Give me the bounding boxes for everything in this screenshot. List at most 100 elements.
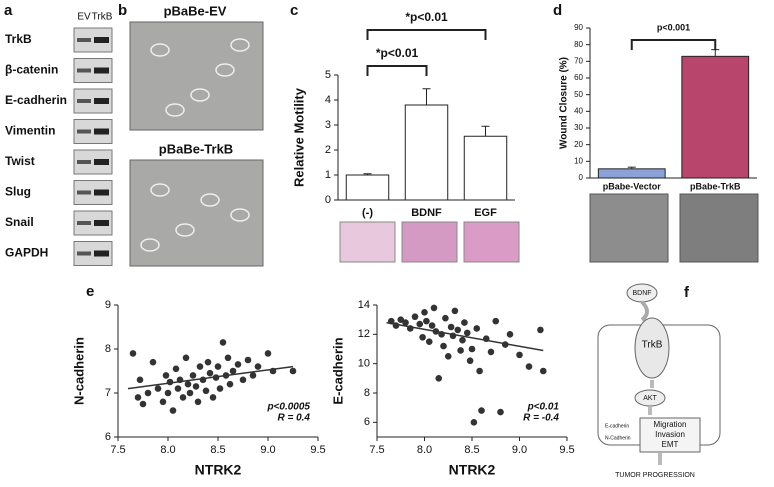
point <box>419 333 426 341</box>
point <box>139 400 147 408</box>
protein-label: Twist <box>5 154 35 168</box>
protein-label: Slug <box>5 185 31 199</box>
annotation: R = -0.4 <box>523 413 559 424</box>
point <box>468 345 476 353</box>
x-tick-label: 9.5 <box>310 444 325 456</box>
diagram-label: E-cadherin <box>605 423 629 429</box>
panel-label: b <box>118 2 127 19</box>
blot-band <box>94 37 109 43</box>
diagram <box>597 283 721 465</box>
point <box>487 348 495 356</box>
y-tick-label: 5 <box>325 69 331 81</box>
point <box>192 383 200 390</box>
x-tick-label: pBabe-TrkB <box>690 181 741 191</box>
blot-band <box>94 189 109 196</box>
y-tick-label: 3 <box>325 119 331 131</box>
micrograph-title: pBaBe-EV <box>164 3 227 18</box>
point <box>421 309 428 316</box>
panel-label: f <box>684 284 690 301</box>
point <box>209 394 217 401</box>
point <box>451 307 459 315</box>
point <box>239 376 247 384</box>
y-tick-label: 20 <box>574 140 583 149</box>
x-tick-label: 7.5 <box>110 444 125 456</box>
point <box>435 375 443 382</box>
point <box>539 367 547 375</box>
point <box>164 389 172 397</box>
panel-label: d <box>553 2 562 19</box>
point <box>478 407 485 414</box>
micrograph <box>129 21 264 131</box>
protein-label: Vimentin <box>5 124 55 138</box>
bar <box>597 168 666 179</box>
point <box>397 316 405 323</box>
point <box>506 331 514 338</box>
protein-label: β-catenin <box>5 63 58 77</box>
point <box>264 350 272 357</box>
y-tick-label: 10 <box>358 358 370 370</box>
x-tick-label: 8.0 <box>160 444 175 456</box>
point <box>459 336 466 344</box>
blot-band <box>77 68 91 73</box>
point <box>416 320 424 328</box>
micrograph <box>589 193 669 263</box>
x-tick-label: (-) <box>362 207 373 219</box>
point <box>144 389 152 397</box>
y-axis-label: N-cadherin <box>71 337 86 405</box>
blot-band <box>94 98 109 104</box>
y-tick-label: 8 <box>105 343 111 355</box>
point <box>447 323 455 331</box>
point <box>154 385 162 392</box>
y-tick-label: 2 <box>325 144 331 156</box>
point <box>184 380 192 388</box>
y-tick-label: 12 <box>358 328 370 340</box>
point <box>411 313 419 321</box>
x-tick-label: 8.0 <box>417 444 432 456</box>
x-axis-label: NTRK2 <box>449 462 496 478</box>
point <box>289 367 297 375</box>
kinase-shape <box>634 389 666 407</box>
point <box>254 363 262 370</box>
blot-band <box>77 160 91 164</box>
x-tick-label: pBabe-Vector <box>603 181 662 191</box>
blot-band <box>94 159 109 165</box>
point <box>234 361 242 368</box>
micrograph-title: pBaBe-TrkB <box>159 141 233 156</box>
point <box>442 314 449 322</box>
point <box>461 319 468 326</box>
x-tick-label: EGF <box>474 207 497 219</box>
blot-band <box>94 250 109 257</box>
micrograph <box>129 159 264 267</box>
x-tick-label: 9.0 <box>260 444 275 456</box>
cell <box>190 88 210 102</box>
bar <box>463 135 508 201</box>
y-tick-label: 8 <box>364 387 370 399</box>
panel-label: c <box>290 2 298 19</box>
annotation: p<0.01 <box>527 402 560 413</box>
micrograph <box>339 221 396 263</box>
y-tick-label: 4 <box>325 94 331 106</box>
cell <box>215 63 235 77</box>
x-tick-label: 7.5 <box>369 444 384 456</box>
panel-label: e <box>86 283 94 300</box>
y-tick-label: 30 <box>574 123 583 132</box>
point <box>214 363 222 370</box>
point <box>174 385 182 392</box>
cell <box>200 193 220 207</box>
y-tick-label: 40 <box>574 106 583 115</box>
y-tick-label: 7 <box>105 387 111 399</box>
y-tick-label: 10 <box>574 156 583 165</box>
point <box>149 358 157 366</box>
y-tick-label: 90 <box>574 23 583 32</box>
point <box>457 347 464 354</box>
bracket <box>366 65 428 76</box>
blot-band <box>77 251 91 256</box>
point <box>402 319 409 326</box>
point <box>454 326 462 334</box>
point <box>476 367 483 375</box>
x-tick-label: 8.5 <box>210 444 225 456</box>
arrow <box>640 300 649 322</box>
bar <box>404 104 449 201</box>
diagram-label: Migration <box>654 420 687 429</box>
point <box>136 376 144 384</box>
